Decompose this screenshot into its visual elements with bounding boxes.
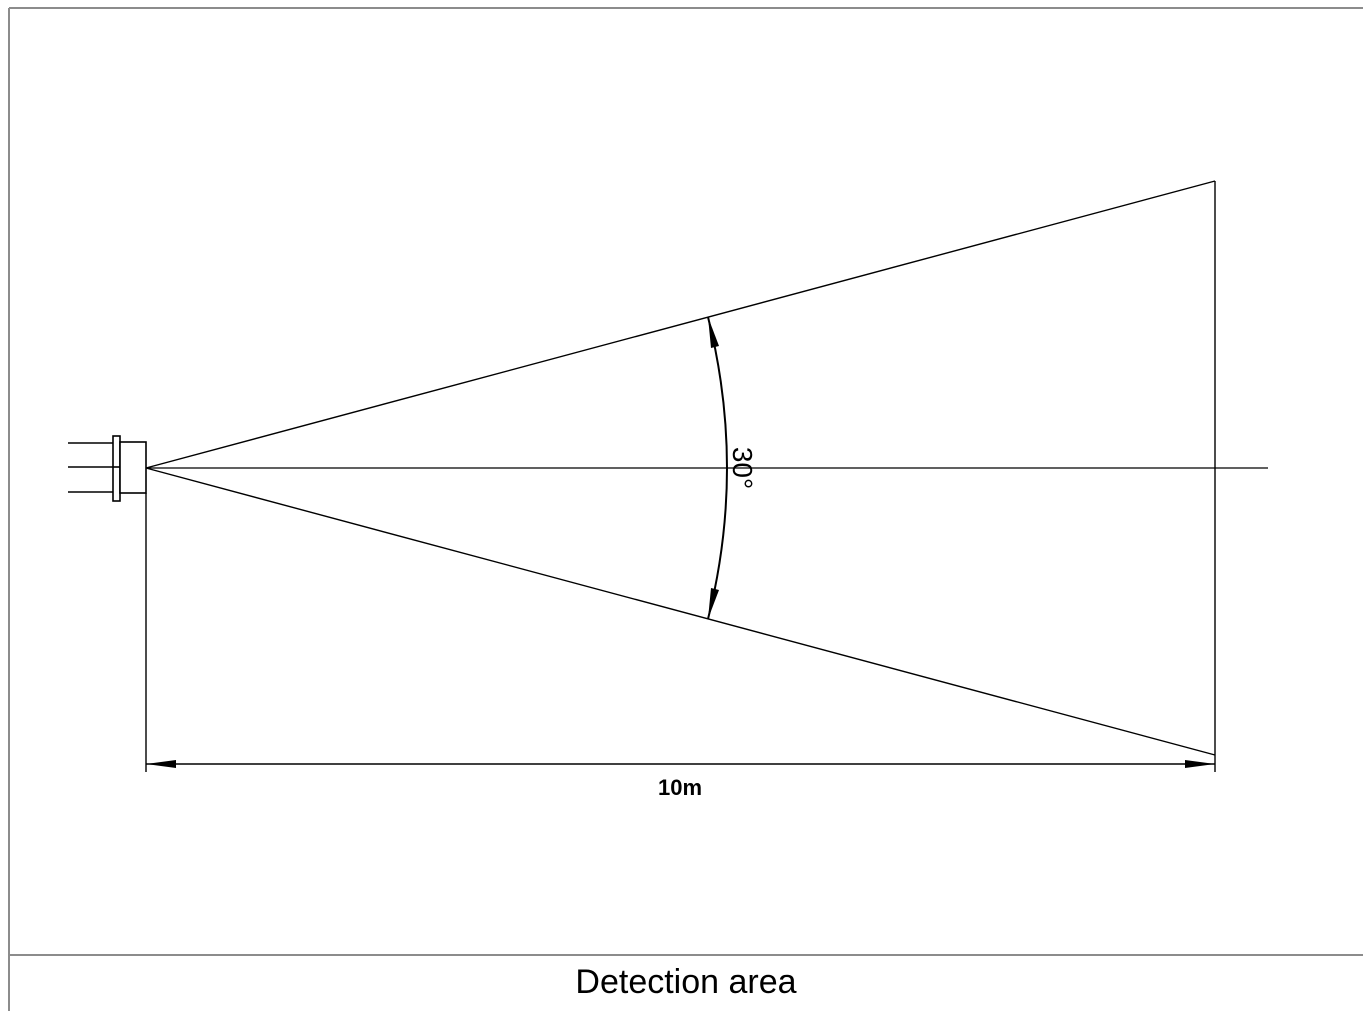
caption: Detection area <box>9 960 1363 1004</box>
angle-arrow-bottom <box>708 588 719 619</box>
sensor-body <box>120 442 146 493</box>
cone-upper-edge <box>146 181 1215 468</box>
sensor-icon <box>68 436 146 501</box>
distance-arrow-left <box>146 760 176 768</box>
distance-arrow-right <box>1185 760 1215 768</box>
frame-border <box>9 8 1363 1011</box>
distance-label: 10m <box>658 775 702 800</box>
angle-arrow-top <box>708 317 719 348</box>
angle-label: 30° <box>727 447 758 489</box>
distance-dimension <box>146 493 1215 772</box>
detection-cone <box>146 181 1215 772</box>
cone-lower-edge <box>146 468 1215 755</box>
sensor-flange <box>113 436 120 501</box>
